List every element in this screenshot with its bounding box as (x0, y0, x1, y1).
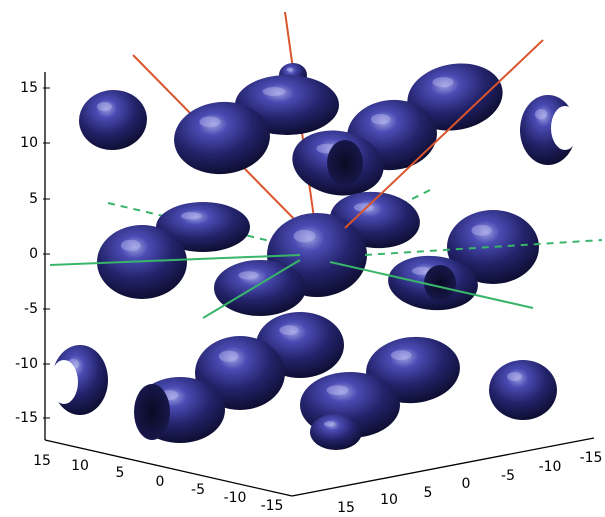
surface-shape (79, 89, 147, 151)
blob (195, 336, 285, 410)
left-floor-axis-line (44, 439, 293, 497)
surface-shape (407, 63, 503, 131)
surface-highlight (370, 114, 391, 125)
surface-highlight (97, 102, 112, 111)
green-dashed-line (364, 239, 603, 256)
green-line (49, 254, 301, 266)
right-floor-axis-line (291, 437, 595, 497)
blob (214, 260, 306, 316)
surface-highlight (238, 271, 259, 280)
surface-highlight (180, 212, 202, 220)
surface-highlight (120, 239, 141, 251)
z-tick-label: 15 (20, 80, 38, 96)
left-floor-tick-label: 5 (116, 465, 125, 481)
right-floor-tick-label: -15 (580, 450, 603, 466)
surface-shape (214, 260, 306, 316)
cut-opening-inner (327, 140, 363, 186)
surface-highlight (326, 385, 349, 396)
blob (174, 101, 270, 175)
surface-highlight (471, 224, 492, 236)
right-floor-tick-label: 15 (337, 500, 355, 516)
cut-opening (551, 106, 579, 150)
surface-highlight (411, 266, 432, 275)
z-tick-label: 10 (20, 135, 38, 151)
left-floor-tick-label: 15 (33, 453, 51, 469)
blob (447, 210, 539, 284)
right-floor-tick-label: 10 (380, 492, 398, 508)
blob (156, 202, 250, 252)
right-floor-tick-label: -5 (501, 468, 515, 484)
green-dashed-line (107, 202, 301, 249)
surface-highlight (286, 67, 293, 72)
blob (407, 63, 503, 131)
z-tick-label: -5 (24, 301, 38, 317)
surface-shape (174, 101, 270, 175)
left-floor-tick-label: -5 (191, 482, 205, 498)
surface-highlight (432, 77, 454, 88)
surface-highlight (279, 325, 299, 336)
surface-highlight (390, 350, 412, 361)
surface-highlight (262, 87, 286, 96)
right-floor-tick-label: 0 (462, 476, 471, 492)
left-floor-tick-label: -10 (224, 490, 247, 506)
left-floor-tick-label: 0 (156, 474, 165, 490)
red-line (344, 39, 544, 229)
z-tick-label: 5 (29, 191, 38, 207)
surface-highlight (293, 229, 316, 243)
surface-shape (156, 202, 250, 252)
green-line (202, 259, 301, 319)
z-tick-label: -10 (15, 356, 38, 372)
left-floor-tick-label: 10 (71, 458, 89, 474)
blob (79, 89, 147, 151)
surface-highlight (507, 372, 522, 381)
surface-shape (489, 360, 557, 420)
surfaces-layer (50, 63, 579, 450)
surface-highlight (199, 116, 221, 128)
surface-highlight (218, 350, 239, 362)
axes-frame (44, 72, 595, 497)
z-tick-label: 0 (29, 246, 38, 262)
surface-highlight (534, 109, 548, 120)
cut-opening-inner (134, 384, 170, 440)
left-floor-tick-label: -15 (261, 498, 284, 514)
blob (489, 360, 557, 420)
right-floor-tick-label: -10 (539, 459, 562, 475)
blob (310, 414, 362, 450)
cut-opening (50, 360, 78, 404)
right-floor-tick-label: 5 (424, 485, 433, 501)
cut-opening-inner (424, 265, 456, 301)
z-tick-label: -15 (15, 410, 38, 426)
green-line (329, 261, 534, 309)
surface-shape (310, 414, 362, 450)
line-layer-front (49, 39, 603, 319)
surface-shape (447, 210, 539, 284)
surface-highlight (323, 421, 336, 427)
surface-shape (195, 336, 285, 410)
